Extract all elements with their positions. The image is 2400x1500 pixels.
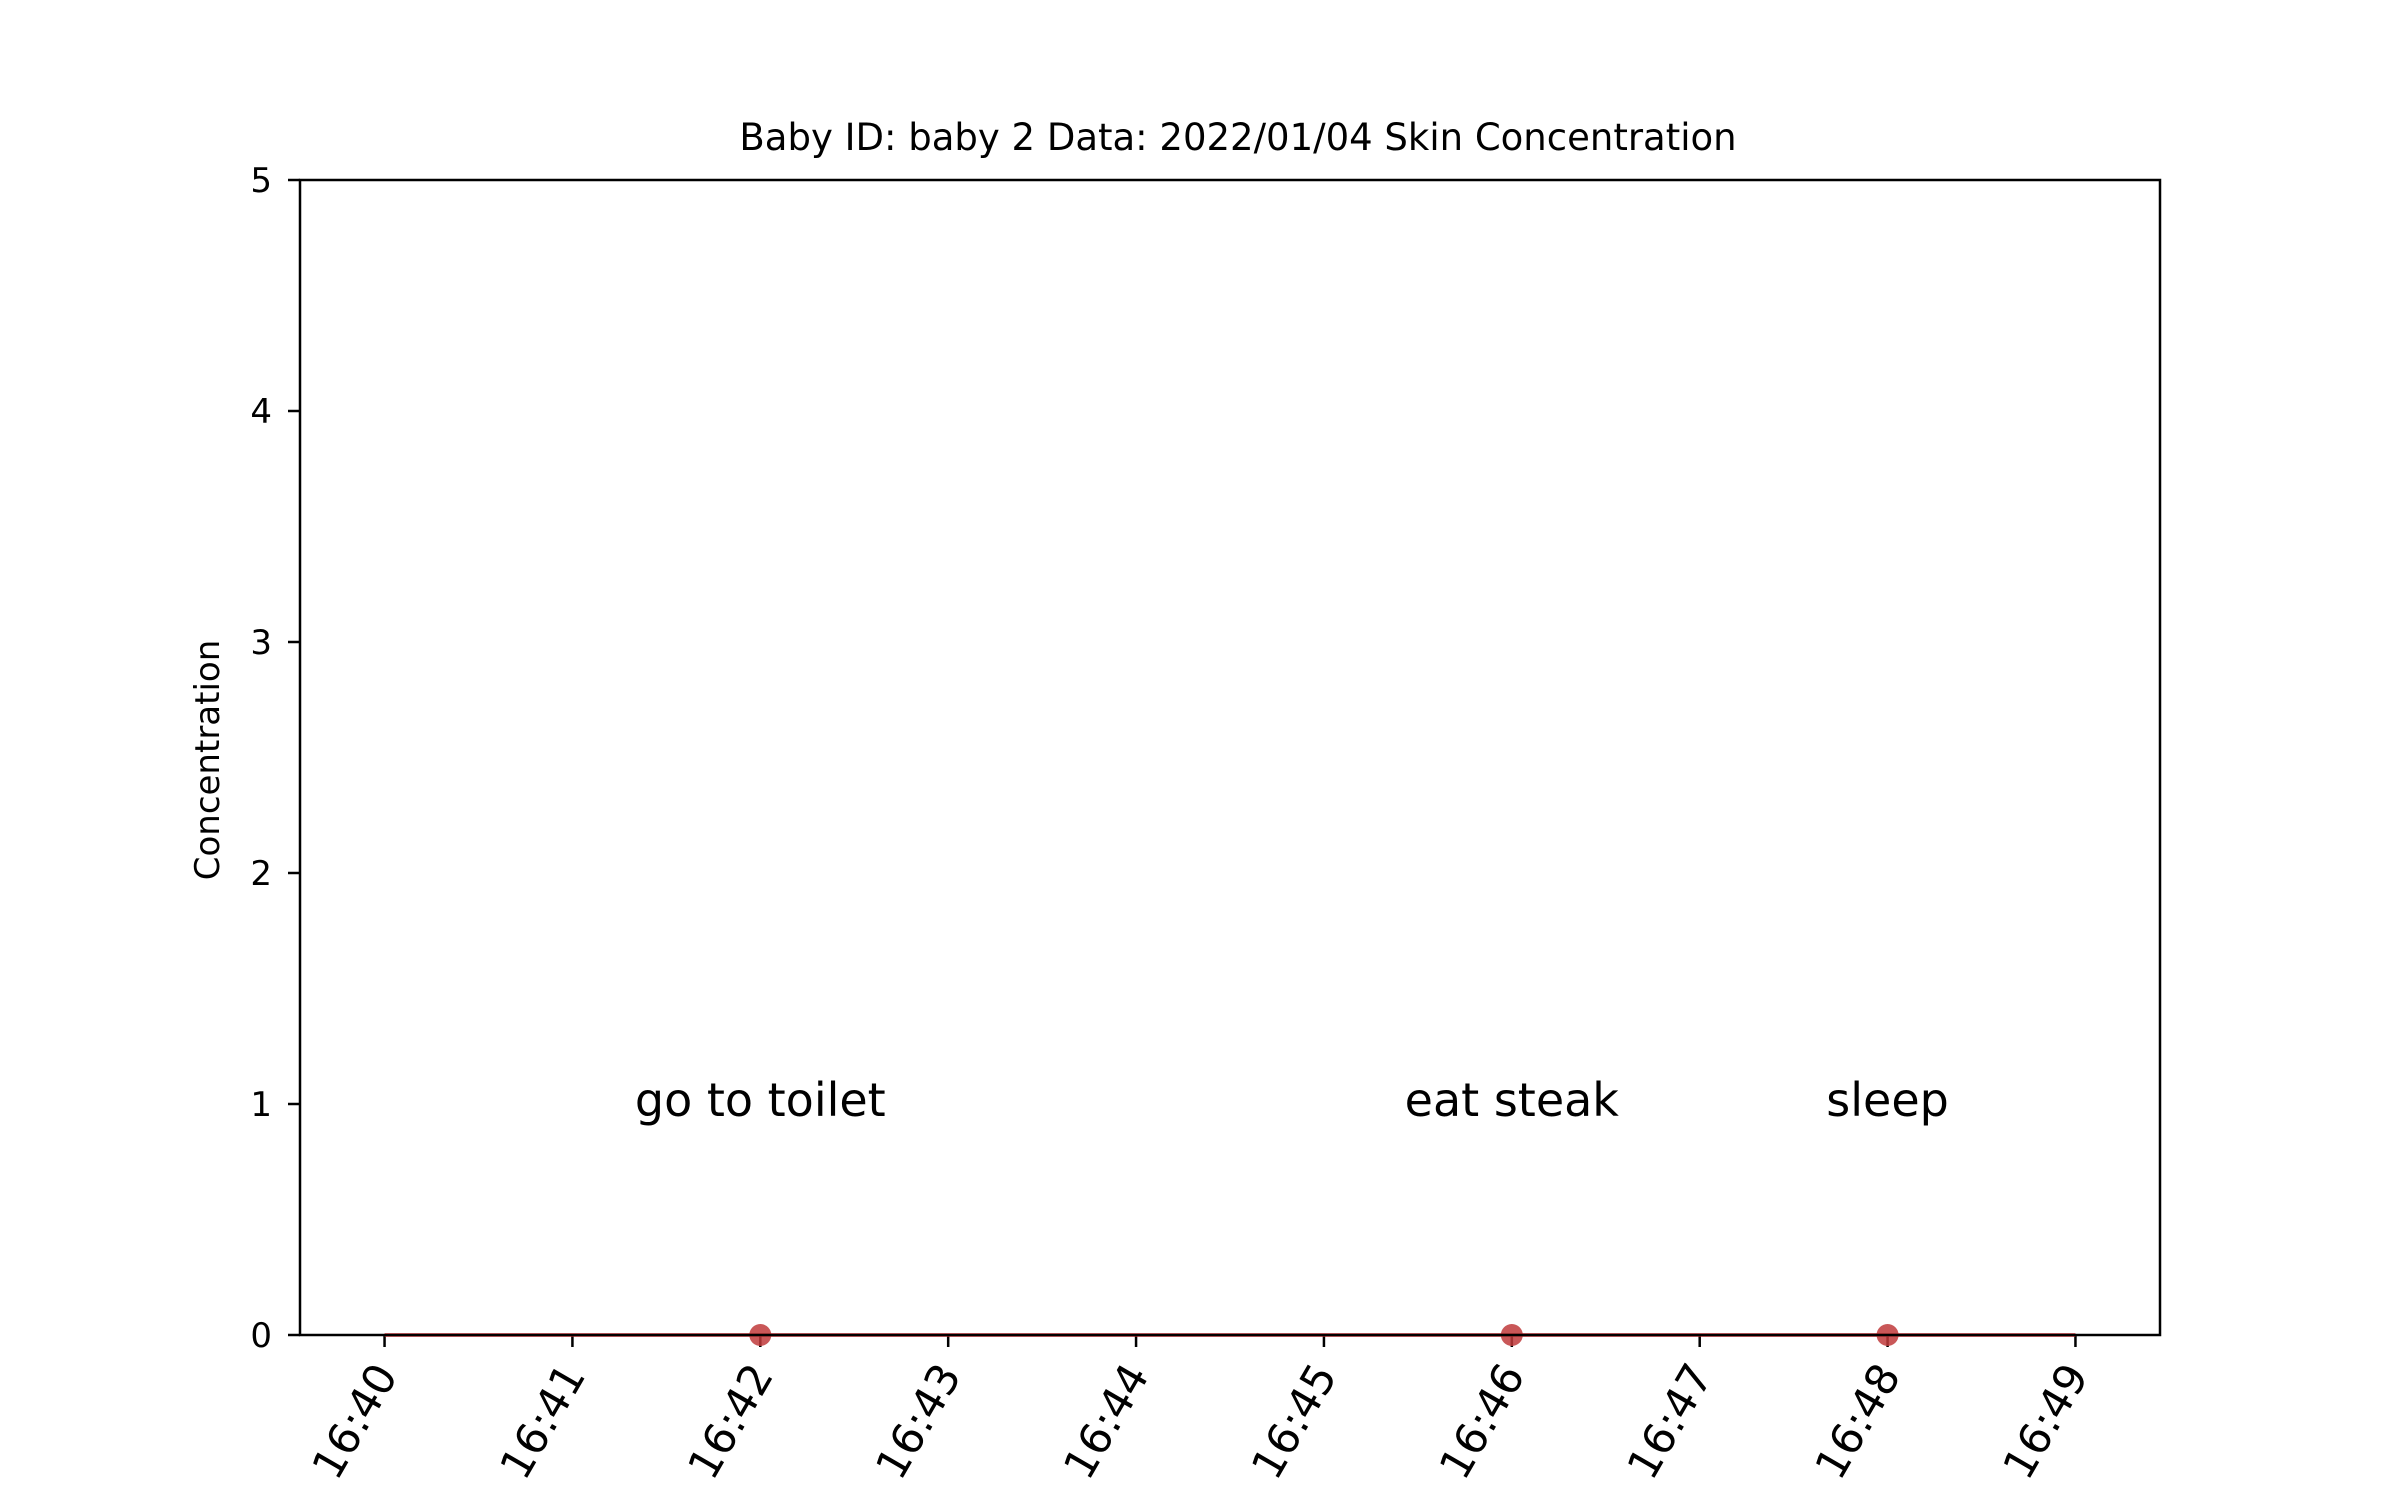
y-tick-label: 2 xyxy=(250,854,272,894)
event-label: go to toilet xyxy=(635,1073,886,1127)
plot-area: 0 1 2 3 4 5 16:40 16:41 16:42 16:43 16:44 16:45 16:4… xyxy=(250,161,2099,1488)
x-tick-label: 16:40 xyxy=(303,1356,408,1488)
y-axis-label: Concentration xyxy=(188,640,228,881)
plot-frame xyxy=(298,178,2162,1337)
x-tick-label: 16:43 xyxy=(866,1356,971,1488)
x-tick-label: 16:47 xyxy=(1618,1356,1723,1488)
x-tick-label: 16:45 xyxy=(1242,1356,1347,1488)
x-tick-label: 16:49 xyxy=(1994,1356,2099,1488)
y-tick-label: 4 xyxy=(250,392,272,432)
y-tick-label: 3 xyxy=(250,623,272,663)
x-tick-label: 16:42 xyxy=(679,1356,784,1488)
y-tick-label: 5 xyxy=(250,161,272,201)
x-tick-label: 16:48 xyxy=(1806,1356,1911,1488)
y-tick-label: 1 xyxy=(250,1085,272,1125)
event-label: eat steak xyxy=(1405,1073,1620,1127)
y-tick-label: 0 xyxy=(250,1316,272,1356)
x-tick-label: 16:44 xyxy=(1054,1356,1159,1488)
event-label: sleep xyxy=(1826,1073,1949,1127)
x-tick-label: 16:41 xyxy=(491,1356,596,1488)
x-tick-label: 16:46 xyxy=(1430,1356,1535,1488)
chart-title: Baby ID: baby 2 Data: 2022/01/04 Skin Co… xyxy=(739,116,1736,159)
